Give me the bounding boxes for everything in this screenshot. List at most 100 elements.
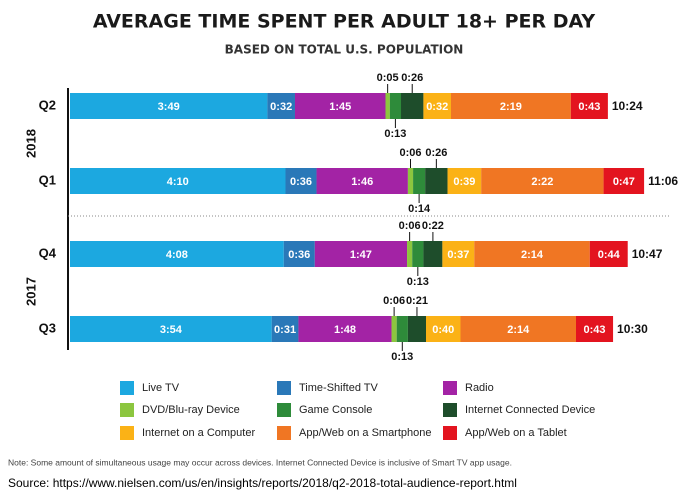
legend-swatch (120, 426, 134, 440)
value-label: 3:49 (158, 101, 180, 113)
value-label: 0:32 (270, 101, 292, 113)
bar-segment (603, 168, 645, 194)
bar-segment (442, 241, 475, 267)
value-label: 2:19 (500, 101, 522, 113)
legend-swatch (277, 403, 291, 417)
legend-label: App/Web on a Tablet (465, 427, 567, 439)
bar-segment (423, 241, 443, 267)
bar-segment (426, 316, 461, 342)
value-label: 0:13 (391, 351, 413, 363)
bar-segment (481, 168, 604, 194)
value-label: 0:06 (399, 147, 421, 159)
value-label: 2:22 (531, 176, 553, 188)
bar-segment (575, 316, 614, 342)
legend-swatch (277, 426, 291, 440)
legend-swatch (443, 403, 457, 417)
bar-segment (447, 168, 482, 194)
value-label: 0:14 (408, 203, 431, 215)
legend-swatch (443, 426, 457, 440)
bar-segment (316, 168, 408, 194)
value-label: 0:26 (425, 147, 447, 159)
bar-segment (70, 241, 284, 267)
legend-swatch (120, 381, 134, 395)
value-label: 0:47 (613, 176, 635, 188)
bar-segment (413, 168, 426, 194)
value-label: 1:46 (351, 176, 373, 188)
bar-segment (401, 93, 424, 119)
bar-segment (314, 241, 408, 267)
chart-subtitle: BASED ON TOTAL U.S. POPULATION (225, 43, 464, 57)
legend-label: Live TV (142, 382, 180, 394)
group-label: 2017 (23, 277, 38, 306)
bar-segment (451, 93, 571, 119)
value-label: 1:45 (329, 101, 351, 113)
value-label: 0:13 (407, 276, 429, 288)
bar-segment (283, 241, 315, 267)
note: Note: Some amount of simultaneous usage … (8, 457, 512, 467)
value-label: 2:14 (507, 324, 530, 336)
total-label: 11:06 (648, 174, 678, 188)
value-label: 0:22 (422, 220, 444, 232)
bar-segment (423, 93, 452, 119)
bar-segment (391, 316, 397, 342)
legend-label: Radio (465, 382, 494, 394)
legend-swatch (277, 381, 291, 395)
category-label: Q2 (39, 97, 56, 112)
value-label: 0:36 (290, 176, 312, 188)
bar-segment (298, 316, 392, 342)
category-label: Q1 (39, 172, 56, 187)
legend-label: Game Console (299, 404, 372, 416)
bar-segment (294, 93, 386, 119)
bar-segment (70, 168, 286, 194)
total-label: 10:30 (617, 322, 648, 336)
value-label: 0:37 (447, 249, 469, 261)
category-label: Q4 (39, 245, 57, 260)
value-label: 0:32 (426, 101, 448, 113)
value-label: 0:44 (598, 249, 621, 261)
value-label: 0:26 (401, 72, 423, 84)
value-label: 1:48 (334, 324, 356, 336)
value-label: 0:40 (432, 324, 454, 336)
legend-label: Time-Shifted TV (299, 382, 379, 394)
total-label: 10:47 (632, 247, 663, 261)
bar-segment (407, 168, 414, 194)
bar-segment (474, 241, 590, 267)
bar-segment (412, 241, 424, 267)
value-label: 0:05 (377, 72, 399, 84)
bar-segment (407, 241, 413, 267)
value-label: 0:39 (453, 176, 475, 188)
legend-label: Internet on a Computer (142, 427, 255, 439)
value-label: 0:06 (383, 295, 405, 307)
value-label: 0:36 (288, 249, 310, 261)
group-label: 2018 (23, 129, 38, 158)
value-label: 0:13 (384, 128, 406, 140)
bar-segment (267, 93, 295, 119)
value-label: 0:43 (584, 324, 606, 336)
legend-label: DVD/Blu-ray Device (142, 404, 240, 416)
value-label: 1:47 (350, 249, 372, 261)
bar-segment (285, 168, 317, 194)
legend-swatch (120, 403, 134, 417)
value-label: 0:43 (578, 101, 600, 113)
chart-title: AVERAGE TIME SPENT PER ADULT 18+ PER DAY (93, 11, 596, 33)
total-label: 10:24 (612, 99, 643, 113)
value-label: 4:10 (167, 176, 189, 188)
bar-segment (271, 316, 299, 342)
legend-label: Internet Connected Device (465, 404, 595, 416)
value-label: 4:08 (166, 249, 188, 261)
value-label: 0:31 (274, 324, 296, 336)
category-label: Q3 (39, 320, 56, 335)
legend-swatch (443, 381, 457, 395)
bar-segment (570, 93, 608, 119)
legend-label: App/Web on a Smartphone (299, 427, 432, 439)
value-label: 2:14 (521, 249, 544, 261)
bar-segment (70, 93, 268, 119)
bar-segment (589, 241, 628, 267)
bar-segment (385, 93, 390, 119)
bar-segment (396, 316, 408, 342)
value-label: 0:06 (399, 220, 421, 232)
bar-segment (389, 93, 402, 119)
value-label: 3:54 (160, 324, 183, 336)
bar-segment (407, 316, 427, 342)
